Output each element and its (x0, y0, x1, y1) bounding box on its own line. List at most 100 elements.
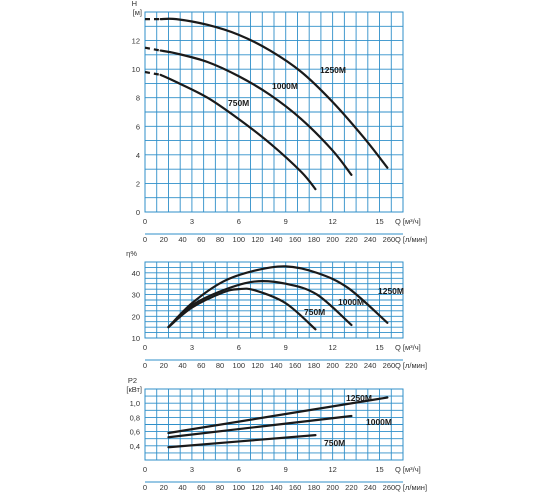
x-tick-label-lpm: 260 (383, 483, 396, 492)
x-tick-label-lpm: 160 (289, 235, 302, 244)
y-tick-label: 10 (132, 334, 140, 343)
x-axis-title-m3h: Q [м³/ч] (395, 217, 421, 226)
x-tick-label-m3h: 15 (375, 217, 383, 226)
series-line-1250M (159, 17, 389, 169)
series-label-750M: 750M (228, 98, 249, 108)
x-tick-label-lpm: 140 (270, 361, 283, 370)
series-line-1000M (167, 414, 353, 439)
x-tick-label-lpm: 180 (308, 361, 321, 370)
x-tick-label-m3h: 12 (328, 465, 336, 474)
x-tick-label-lpm: 80 (216, 483, 224, 492)
x-tick-label-lpm: 120 (251, 361, 264, 370)
y-axis-title: P2 (128, 376, 137, 385)
x-tick-label-lpm: 40 (178, 361, 186, 370)
x-tick-label-lpm: 240 (364, 483, 377, 492)
series-label-1250M: 1250M (378, 286, 404, 296)
x-tick-label-lpm: 200 (326, 483, 339, 492)
series-label-750M: 750M (324, 438, 345, 448)
series-label-1000M: 1000M (272, 81, 298, 91)
x-tick-label-m3h: 0 (143, 465, 147, 474)
y-tick-label: 0 (136, 208, 140, 217)
x-axis-title-m3h: Q [м³/ч] (395, 343, 421, 352)
x-tick-label-lpm: 200 (326, 235, 339, 244)
x-tick-label-lpm: 260 (383, 235, 396, 244)
x-tick-label-m3h: 9 (284, 217, 288, 226)
x-tick-label-m3h: 15 (375, 343, 383, 352)
x-tick-label-lpm: 160 (289, 361, 302, 370)
series-label-1000M: 1000M (366, 417, 392, 427)
x-tick-label-lpm: 40 (178, 235, 186, 244)
y-axis-unit: [м] (133, 8, 142, 17)
x-tick-label-lpm: 180 (308, 235, 321, 244)
plot-frame (144, 388, 404, 461)
x-tick-label-m3h: 9 (284, 465, 288, 474)
x-tick-label-lpm: 120 (251, 483, 264, 492)
y-tick-label: 8 (136, 94, 140, 103)
x-tick-label-m3h: 12 (328, 217, 336, 226)
x-tick-label-lpm: 0 (143, 235, 147, 244)
y-axis-title: η% (126, 249, 137, 258)
x-tick-label-lpm: 60 (197, 235, 205, 244)
x-tick-label-lpm: 200 (326, 361, 339, 370)
series-label-1250M: 1250M (346, 393, 372, 403)
x-tick-label-m3h: 6 (237, 217, 241, 226)
y-tick-label: 4 (136, 151, 140, 160)
series-line-750M (167, 434, 317, 449)
x-axis-title-lpm: Q [л/мин] (395, 361, 427, 370)
x-tick-label-lpm: 160 (289, 483, 302, 492)
y-tick-label: 0,6 (130, 428, 140, 437)
x-tick-label-m3h: 6 (237, 465, 241, 474)
x-tick-label-lpm: 260 (383, 361, 396, 370)
x-tick-label-lpm: 140 (270, 483, 283, 492)
x-tick-label-lpm: 80 (216, 361, 224, 370)
plot-frame (144, 11, 404, 213)
x-axis-title-lpm: Q [л/мин] (395, 235, 427, 244)
y-tick-label: 30 (132, 291, 140, 300)
x-tick-label-lpm: 240 (364, 235, 377, 244)
x-tick-label-lpm: 20 (160, 483, 168, 492)
x-axis-title-m3h: Q [м³/ч] (395, 465, 421, 474)
plot-frame (144, 261, 404, 339)
x-tick-label-m3h: 0 (143, 343, 147, 352)
x-tick-label-lpm: 60 (197, 361, 205, 370)
series-line-1000M (167, 280, 353, 329)
series-line-750M (167, 287, 317, 331)
x-tick-label-lpm: 180 (308, 483, 321, 492)
x-tick-label-lpm: 220 (345, 361, 358, 370)
chart-panel-3: 0,4 0,6 0,8 1,0 P2[кВт] 0 3 6 9 12 15 Q [м³/ч] 0 20 40… (126, 376, 427, 492)
x-tick-label-lpm: 20 (160, 235, 168, 244)
x-axis-title-lpm: Q [л/мин] (395, 483, 427, 492)
series-line-1250M (167, 265, 389, 329)
x-tick-label-m3h: 3 (190, 343, 194, 352)
x-tick-label-lpm: 240 (364, 361, 377, 370)
x-tick-label-lpm: 140 (270, 235, 283, 244)
x-tick-label-lpm: 0 (143, 483, 147, 492)
y-tick-label: 1,0 (130, 399, 140, 408)
chart-panel-1: 0 2 4 6 8 10 12 H[м] 0 3 6 9 12 15 Q [м³/ч] 0 20 40 60 80 10… (132, 0, 427, 244)
x-tick-label-lpm: 220 (345, 235, 358, 244)
x-tick-label-lpm: 220 (345, 483, 358, 492)
x-tick-label-lpm: 40 (178, 483, 186, 492)
x-tick-label-lpm: 0 (143, 361, 147, 370)
y-tick-label: 2 (136, 179, 140, 188)
x-tick-label-lpm: 20 (160, 361, 168, 370)
y-tick-label: 0,8 (130, 413, 140, 422)
x-tick-label-lpm: 100 (233, 361, 246, 370)
y-tick-label: 40 (132, 269, 140, 278)
x-tick-label-m3h: 6 (237, 343, 241, 352)
x-tick-label-m3h: 3 (190, 217, 194, 226)
x-tick-label-lpm: 80 (216, 235, 224, 244)
x-tick-label-m3h: 0 (143, 217, 147, 226)
y-tick-label: 0,4 (130, 442, 140, 451)
series-line-dashed-750M (144, 70, 161, 76)
x-tick-label-m3h: 9 (284, 343, 288, 352)
series-label-1250M: 1250M (320, 65, 346, 75)
y-axis-title: H (132, 0, 137, 8)
x-tick-label-lpm: 100 (233, 483, 246, 492)
y-axis-unit: [кВт] (126, 385, 142, 394)
x-tick-label-m3h: 12 (328, 343, 336, 352)
y-tick-label: 12 (132, 37, 140, 46)
chart-panel-2: 10 20 30 40 η% 0 3 6 9 12 15 Q [м³/ч] 0 20 40 60 80 100 12… (126, 249, 427, 370)
series-line-1250M (167, 396, 389, 435)
